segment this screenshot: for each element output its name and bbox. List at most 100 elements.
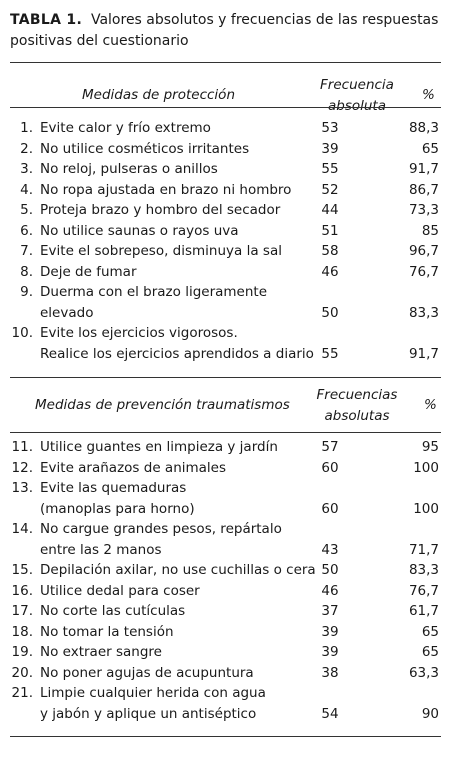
- frequency: 57: [321, 439, 339, 455]
- percentage: 95: [421, 439, 439, 455]
- percentage: 65: [421, 644, 439, 660]
- column-header: Frecuencia: [320, 77, 394, 93]
- row-number: 5.: [20, 202, 33, 218]
- row-number: 14.: [11, 521, 33, 537]
- frequency: 54: [321, 705, 339, 722]
- percentage: 83,3: [408, 304, 439, 321]
- row-text: Evite los ejercicios vigorosos.: [40, 325, 238, 341]
- percentage: 71,7: [408, 541, 439, 558]
- row-number: 9.: [20, 284, 33, 300]
- percentage: 91,7: [408, 345, 439, 362]
- column-header: %: [422, 87, 435, 103]
- percentage: 90: [421, 705, 439, 722]
- rule: [10, 432, 441, 433]
- row-text: Evite el sobrepeso, disminuya la sal: [40, 243, 282, 259]
- frequency: 55: [321, 345, 339, 362]
- percentage: 73,3: [408, 202, 439, 218]
- frequency: 46: [321, 263, 339, 280]
- percentage: 63,3: [408, 664, 439, 681]
- row-number: 17.: [11, 603, 33, 619]
- percentage: 61,7: [408, 603, 439, 619]
- row-number: 11.: [11, 439, 33, 455]
- row-text: Evite calor y frío extremo: [40, 120, 211, 136]
- frequency: 55: [321, 161, 339, 177]
- row-number: 8.: [20, 263, 33, 280]
- percentage: 86,7: [408, 181, 439, 198]
- table-title: TABLA 1. Valores absolutos y frecuencias…: [10, 10, 450, 52]
- column-header: Frecuencias: [316, 387, 398, 403]
- frequency: 39: [321, 140, 339, 157]
- frequency: 50: [321, 562, 339, 578]
- percentage: 88,3: [408, 120, 439, 136]
- frequency: 53: [321, 120, 339, 136]
- table-caption: Valores absolutos y frecuencias de las r…: [10, 12, 439, 49]
- row-number: 2.: [20, 140, 33, 157]
- row-number: 18.: [11, 623, 33, 640]
- frequency: 52: [321, 181, 339, 198]
- percentage: 65: [421, 623, 439, 640]
- percentage: 100: [413, 459, 439, 476]
- row-text: Utilice dedal para coser: [40, 582, 200, 599]
- column-header: absoluta: [327, 97, 387, 114]
- frequency: 37: [321, 603, 339, 619]
- frequency: 60: [321, 500, 339, 517]
- percentage: 96,7: [408, 243, 439, 259]
- row-text: No utilice saunas o rayos uva: [40, 222, 239, 239]
- percentage: 85: [421, 222, 439, 239]
- frequency: 39: [321, 623, 339, 640]
- percentage: 65: [421, 140, 439, 157]
- row-text: Utilice guantes en limpieza y jardín: [40, 439, 278, 455]
- row-number: 6.: [20, 222, 33, 239]
- row-text: Proteja brazo y hombro del secador: [40, 202, 281, 218]
- row-number: 21.: [11, 685, 33, 701]
- row-text: No ropa ajustada en brazo ni hombro: [40, 181, 292, 198]
- row-number: 10.: [11, 325, 33, 341]
- row-text: Duerma con el brazo ligeramente: [40, 284, 268, 300]
- percentage: 83,3: [408, 562, 439, 578]
- row-number: 15.: [11, 562, 33, 578]
- column-header: absolutas: [324, 407, 390, 424]
- frequency: 50: [321, 304, 339, 321]
- row-number: 16.: [11, 582, 33, 599]
- column-header: Medidas de protección: [82, 87, 235, 103]
- percentage: 76,7: [408, 582, 439, 599]
- row-text: elevado: [40, 304, 94, 321]
- frequency: 51: [321, 222, 339, 239]
- frequency: 38: [321, 664, 339, 681]
- row-text: Limpie cualquier herida con agua: [40, 685, 266, 701]
- row-number: 13.: [11, 480, 33, 496]
- row-text: No reloj, pulseras o anillos: [40, 161, 218, 177]
- row-text: entre las 2 manos: [40, 541, 162, 558]
- row-text: No poner agujas de acupuntura: [40, 664, 254, 681]
- rule: [10, 62, 441, 63]
- rule: [10, 736, 441, 737]
- row-number: 4.: [20, 181, 33, 198]
- column-header: %: [424, 397, 437, 413]
- row-text: Depilación axilar, no use cuchillas o ce…: [40, 562, 316, 578]
- row-text: Deje de fumar: [40, 263, 137, 280]
- frequency: 58: [321, 243, 339, 259]
- row-text: (manoplas para horno): [40, 500, 195, 517]
- row-text: No utilice cosméticos irritantes: [40, 140, 250, 157]
- row-text: No cargue grandes pesos, repártalo: [40, 521, 282, 537]
- row-text: No tomar la tensión: [40, 623, 174, 640]
- row-number: 20.: [11, 664, 33, 681]
- row-number: 3.: [20, 161, 33, 177]
- row-text: No extraer sangre: [40, 644, 162, 660]
- frequency: 46: [321, 582, 339, 599]
- frequency: 44: [321, 202, 339, 218]
- row-number: 7.: [20, 243, 33, 259]
- percentage: 76,7: [408, 263, 439, 280]
- frequency: 43: [321, 541, 339, 558]
- column-header: Medidas de prevención traumatismos: [35, 397, 290, 413]
- row-number: 12.: [11, 459, 33, 476]
- row-text: Evite arañazos de animales: [40, 459, 227, 476]
- row-number: 1.: [20, 120, 33, 136]
- frequency: 39: [321, 644, 339, 660]
- row-text: Evite las quemaduras: [40, 480, 187, 496]
- percentage: 91,7: [408, 161, 439, 177]
- percentage: 100: [413, 500, 439, 517]
- row-text: No corte las cutículas: [40, 603, 186, 619]
- table-label: TABLA 1.: [10, 12, 83, 28]
